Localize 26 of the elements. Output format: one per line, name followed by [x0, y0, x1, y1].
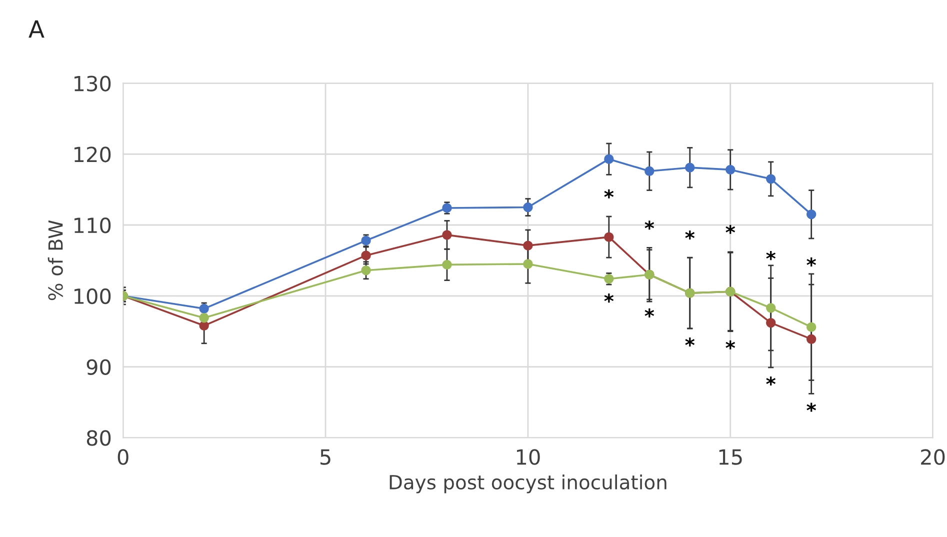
x-tick-label: 10 — [516, 449, 540, 465]
y-tick-label: 80 — [86, 430, 111, 446]
y-tick-label: 90 — [86, 359, 111, 375]
y-tick-label: 130 — [74, 76, 111, 92]
annotation: * — [685, 337, 695, 347]
chart-title: A — [28, 20, 44, 38]
y-axis-title: % of BW — [48, 220, 63, 300]
y-tick-label: 120 — [74, 146, 111, 162]
x-tick-label: 15 — [719, 449, 742, 465]
y-tick-label: 100 — [74, 288, 111, 304]
x-axis-title: Days post oocyst inoculation — [390, 474, 666, 494]
annotation: * — [766, 376, 776, 386]
x-tick-label: 5 — [320, 449, 330, 465]
annotation: * — [604, 189, 614, 198]
x-tick-label: 20 — [921, 449, 945, 465]
annotation: * — [726, 224, 736, 234]
annotation: * — [604, 294, 614, 303]
annotation: * — [806, 257, 816, 266]
annotation: * — [644, 220, 654, 230]
y-tick-label: 110 — [74, 217, 111, 234]
annotation: * — [726, 340, 736, 350]
annotation: * — [806, 402, 816, 412]
annotation: * — [644, 308, 654, 318]
x-tick-label: 0 — [118, 449, 128, 465]
annotation: * — [766, 251, 776, 260]
annotation: * — [685, 230, 695, 240]
